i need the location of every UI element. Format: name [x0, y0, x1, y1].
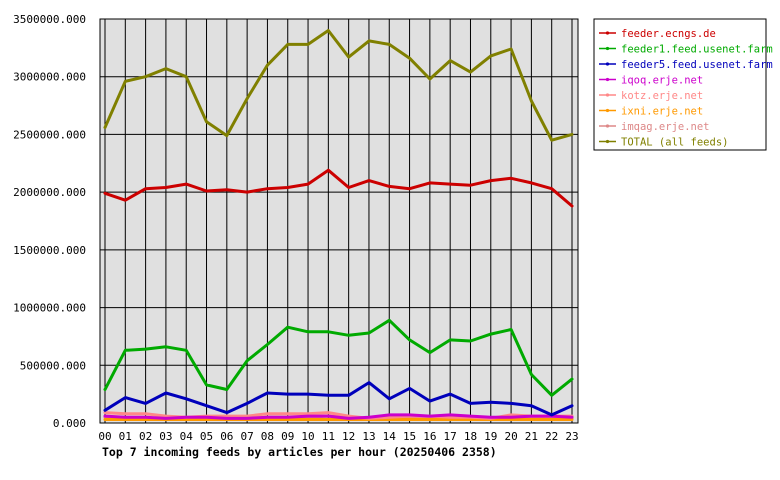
- legend-box: [593, 18, 767, 151]
- x-axis-ticks: 00 01 02 03 04 05 06 07 08 09 10 11 12 13 14 15 16 17 18 19…: [98, 430, 578, 443]
- legend-label: TOTAL (all feeds): [621, 137, 728, 149]
- x-tick-label: 07: [241, 430, 254, 443]
- x-tick-label: 17: [444, 430, 457, 443]
- x-tick-label: 14: [383, 430, 397, 443]
- y-tick-label: 500000.000: [20, 359, 86, 372]
- legend-label: feeder.ecngs.de: [621, 28, 716, 40]
- y-tick-label: 1500000.000: [13, 244, 86, 257]
- series-line-3: [103, 413, 574, 420]
- legend-marker: [605, 31, 610, 35]
- x-tick-label: 16: [423, 430, 436, 443]
- legend-label: iqoq.erje.net: [621, 75, 703, 87]
- legend-marker: [605, 46, 610, 51]
- y-axis-ticks: 0.000 500000.000 1000000.000 1500000.000 200…: [13, 13, 86, 430]
- legend-label: imqag.erje.net: [621, 121, 710, 133]
- x-tick-label: 10: [301, 430, 314, 443]
- x-tick-label: 01: [119, 430, 132, 443]
- y-tick-label: 2000000.000: [13, 186, 86, 199]
- legend-marker: [605, 108, 610, 113]
- x-tick-label: 11: [322, 430, 335, 443]
- legend-marker: [605, 77, 610, 82]
- x-tick-label: 03: [159, 430, 172, 443]
- x-tick-label: 23: [565, 430, 578, 443]
- legend-label: ixni.erje.net: [621, 106, 703, 118]
- x-tick-label: 19: [484, 430, 497, 443]
- plot-border: [99, 18, 579, 424]
- series-line-2: [103, 381, 574, 417]
- series-lines: [103, 29, 574, 421]
- x-tick-label: 05: [200, 430, 213, 443]
- x-tick-label: 02: [139, 430, 152, 443]
- legend-marker: [605, 139, 610, 144]
- x-tick-label: 15: [403, 430, 416, 443]
- x-tick-label: 06: [220, 430, 233, 443]
- x-tick-label: 20: [504, 430, 517, 443]
- x-tick-label: 00: [98, 430, 111, 443]
- y-tick-label: 2500000.000: [13, 128, 86, 141]
- legend-label: kotz.erje.net: [621, 90, 703, 102]
- legend-label: feeder1.feed.usenet.farm: [621, 44, 773, 56]
- x-tick-label: 21: [525, 430, 538, 443]
- y-tick-label: 3500000.000: [13, 13, 86, 26]
- y-tick-label: 0.000: [53, 417, 86, 430]
- y-tick-label: 3000000.000: [13, 71, 86, 84]
- legend-marker: [605, 124, 610, 128]
- plot-area: [100, 19, 578, 423]
- x-tick-label: 04: [180, 430, 194, 443]
- series-line-7: [103, 29, 574, 142]
- legend-marker: [605, 93, 610, 97]
- x-tick-label: 22: [545, 430, 558, 443]
- legend-label: feeder5.feed.usenet.farm: [621, 59, 773, 71]
- legend: feeder.ecngs.de feeder1.feed.usenet.farm f…: [593, 18, 773, 151]
- x-tick-label: 18: [464, 430, 477, 443]
- x-tick-label: 12: [342, 430, 355, 443]
- y-tick-label: 1000000.000: [13, 302, 86, 315]
- x-tick-label: 13: [362, 430, 375, 443]
- x-tick-label: 09: [281, 430, 294, 443]
- chart-title: Top 7 incoming feeds by articles per hou…: [102, 445, 497, 459]
- series-line-0: [103, 168, 574, 208]
- series-line-1: [103, 318, 574, 397]
- gridlines: [100, 18, 578, 424]
- legend-marker: [605, 62, 610, 66]
- x-tick-label: 08: [261, 430, 274, 443]
